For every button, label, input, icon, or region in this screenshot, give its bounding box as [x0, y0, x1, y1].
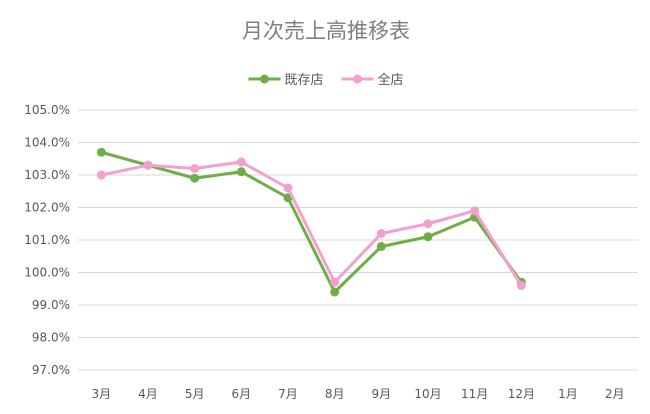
data-point: [470, 206, 480, 216]
y-tick-label: 105.0%: [24, 103, 70, 117]
x-axis: 3月 4月 5月 6月 7月 8月 9月 10月 11月 12月 1月 2月: [92, 387, 625, 401]
data-point: [330, 277, 340, 287]
y-tick-label: 98.0%: [32, 331, 70, 345]
data-point: [96, 170, 106, 180]
x-tick-label: 12月: [508, 387, 535, 401]
series-layer: [96, 147, 526, 297]
x-tick-label: 10月: [414, 387, 441, 401]
data-point: [190, 164, 200, 173]
data-point: [516, 281, 526, 290]
y-tick-label: 99.0%: [32, 298, 70, 312]
legend: 既存店 全店: [248, 72, 404, 88]
y-tick-label: 101.0%: [24, 233, 70, 247]
series-line: [99, 150, 523, 294]
data-point: [376, 242, 386, 251]
y-tick-label: 97.0%: [32, 363, 70, 377]
x-tick-label: 8月: [325, 387, 345, 401]
x-tick-label: 2月: [605, 387, 625, 401]
x-tick-label: 9月: [372, 387, 392, 401]
legend-label: 既存店: [284, 73, 323, 88]
x-tick-label: 1月: [558, 387, 578, 401]
data-point: [190, 173, 200, 183]
legend-label: 全店: [378, 72, 404, 88]
x-tick-label: 6月: [232, 387, 252, 401]
y-axis: 105.0% 104.0% 103.0% 102.0% 101.0% 100.0% 99.0…: [24, 103, 70, 377]
series-2: [96, 157, 526, 290]
y-tick-label: 103.0%: [24, 168, 70, 182]
series-1: [96, 147, 526, 297]
data-point: [376, 229, 386, 238]
x-tick-label: 4月: [138, 387, 158, 401]
data-point: [423, 219, 433, 229]
gridlines: [78, 109, 638, 371]
data-point: [143, 160, 153, 170]
legend-item-2: 全店: [341, 72, 404, 88]
data-point: [236, 157, 246, 167]
legend-swatch-marker: [353, 74, 362, 84]
x-tick-label: 3月: [92, 387, 112, 401]
legend-swatch-marker: [259, 74, 269, 84]
y-tick-label: 102.0%: [24, 201, 70, 215]
legend-item-1: 既存店: [248, 73, 323, 88]
y-tick-label: 104.0%: [24, 136, 70, 150]
data-point: [423, 232, 433, 242]
data-point: [236, 167, 246, 177]
chart-title: 月次売上高推移表: [242, 19, 410, 43]
x-tick-label: 11月: [461, 387, 488, 401]
y-tick-label: 100.0%: [24, 266, 70, 280]
data-point: [96, 147, 106, 157]
series-line: [99, 160, 523, 287]
data-point: [330, 287, 340, 297]
x-tick-label: 5月: [185, 387, 205, 401]
x-tick-label: 7月: [278, 387, 298, 401]
data-point: [283, 183, 293, 193]
